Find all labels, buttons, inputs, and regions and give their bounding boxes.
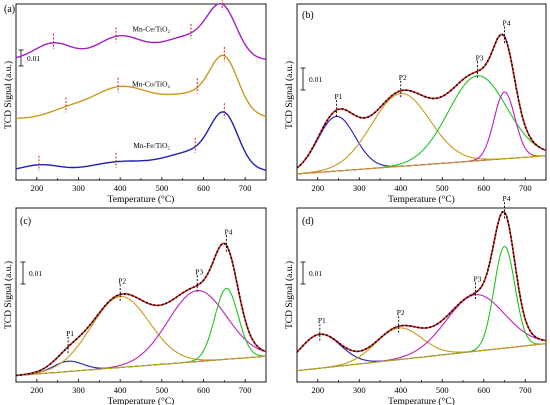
peak-label: P2	[397, 308, 405, 317]
x-tick-label: 400	[114, 183, 127, 193]
x-tick-label: 200	[311, 385, 324, 395]
fit-envelope	[296, 210, 547, 353]
peak-label: P4	[503, 194, 511, 203]
measured-curve	[15, 242, 267, 377]
panel-c: 200 300 400 500 600 700 Temperature (°C) TCD Si…	[3, 207, 267, 405]
fit-peak-P3	[296, 75, 547, 175]
x-tick-label: 700	[519, 385, 532, 395]
x-tick-label: 400	[394, 183, 407, 193]
fit-peak-P3	[296, 294, 547, 372]
x-tick-label: 600	[197, 183, 210, 193]
panel-b: 200 300 400 500 600 700 Temperature (°C) TCD Si…	[284, 3, 547, 205]
peak-label: P4	[503, 19, 511, 28]
fit-peak-P4	[15, 287, 266, 377]
y-axis-label: TCD Signal (a.u.)	[284, 61, 295, 129]
fit-peak-P2	[15, 296, 267, 376]
fit-peak-P2	[296, 92, 547, 175]
fit-envelope	[15, 242, 267, 377]
scale-bar-label: 0.01	[309, 269, 322, 278]
peak-label: P4	[224, 227, 232, 236]
baseline-line	[296, 155, 547, 175]
x-axis-label: Temperature (°C)	[108, 396, 175, 405]
peak-label: P3	[476, 53, 484, 62]
y-axis-label: TCD Signal (a.u.)	[3, 261, 14, 329]
fit-peak-P4	[296, 91, 547, 175]
peak-label: P3	[473, 275, 481, 284]
plot-frame	[296, 207, 547, 383]
scale-bar-label: 0.01	[29, 269, 42, 278]
x-axis-label: Temperature (°C)	[108, 194, 175, 205]
x-tick-label: 500	[155, 183, 168, 193]
x-tick-label: 300	[353, 183, 366, 193]
x-tick-label: 600	[477, 183, 490, 193]
measured-curve	[296, 210, 547, 353]
peak-label: P2	[118, 276, 126, 285]
panel-label: (d)	[302, 216, 314, 227]
x-tick-label: 600	[477, 385, 490, 395]
peak-label: P2	[399, 73, 407, 82]
panel-d: 200 300 400 500 600 700 Temperature (°C) TCD Si…	[284, 194, 547, 405]
x-tick-label: 700	[519, 183, 532, 193]
x-tick-label: 200	[30, 385, 43, 395]
x-tick-label: 500	[155, 385, 168, 395]
scale-bar-label: 0.01	[309, 75, 322, 84]
x-tick-label: 400	[114, 385, 127, 395]
panel-a: 200 300 400 500 600 700 Temperature (°C) TCD Si…	[3, 0, 267, 205]
y-axis-label: TCD Signal (a.u.)	[284, 261, 295, 329]
x-tick-label: 700	[239, 183, 252, 193]
x-tick-label: 200	[30, 183, 43, 193]
x-tick-label: 600	[197, 385, 210, 395]
x-tick-label: 300	[353, 385, 366, 395]
x-tick-label: 500	[436, 385, 449, 395]
peak-label: P1	[334, 92, 342, 101]
series-label: Mn-Fe/TiO₂	[133, 141, 170, 150]
peak-label: P1	[66, 329, 74, 338]
x-tick-label: 300	[72, 385, 85, 395]
fit-peak-P3	[15, 290, 267, 377]
peak-label: P3	[195, 267, 203, 276]
x-tick-label: 300	[72, 183, 85, 193]
measured-curve	[296, 33, 547, 169]
panel-label: (c)	[20, 216, 31, 227]
x-axis-label: Temperature (°C)	[388, 396, 455, 405]
fit-peak-P2	[296, 327, 547, 372]
fit-peak-P1	[296, 115, 547, 169]
series-label: Mn-Ce/TiO₂	[132, 25, 170, 34]
panel-label: (b)	[302, 10, 314, 21]
panel-label: (a)	[4, 4, 15, 15]
x-tick-label: 500	[436, 183, 449, 193]
scale-bar-label: 0.01	[27, 54, 40, 63]
y-axis-label: TCD Signal (a.u.)	[3, 61, 14, 129]
x-tick-label: 400	[394, 385, 407, 395]
baseline-line	[296, 343, 547, 372]
fit-peak-P4	[296, 245, 547, 372]
series-line-1	[15, 2, 267, 60]
x-tick-label: 200	[311, 183, 324, 193]
series-label: Mn-Co/TiO₂	[132, 79, 171, 88]
x-tick-label: 700	[239, 385, 252, 395]
baseline-line	[15, 355, 267, 377]
peak-label: P1	[318, 316, 326, 325]
x-axis-label: Temperature (°C)	[388, 194, 455, 205]
